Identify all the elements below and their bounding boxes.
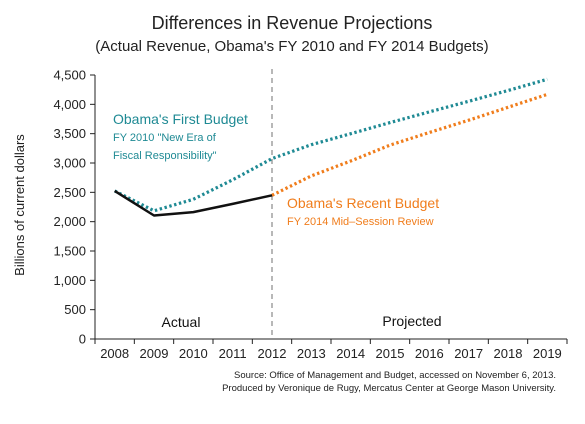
series-annotations: Obama's First Budget FY 2010 "New Era of F… [113,111,439,228]
series-name-label-0: Obama's First Budget [113,111,248,127]
series-line-1 [271,92,548,197]
x-tick-label: 2009 [140,346,169,361]
y-tick-label: 1,000 [53,273,86,288]
y-tick-label: 4,500 [53,68,86,83]
series-line-2 [114,189,273,217]
series-name-label-1: Obama's Recent Budget [287,195,439,211]
chart-title: Differences in Revenue Projections [152,13,433,33]
x-tick-label: 2013 [297,346,326,361]
projected-region-label: Projected [382,313,441,329]
y-tick-label: 3,500 [53,126,86,141]
x-tick-label: 2018 [494,346,523,361]
x-tick-label: 2011 [219,346,247,361]
x-tick-label: 2014 [336,346,365,361]
x-tick-label: 2008 [100,346,129,361]
series-lines [113,77,548,217]
series-line-0 [113,77,548,213]
y-tick-label: 0 [79,332,86,347]
source-line-1: Source: Office of Management and Budget,… [234,370,556,381]
x-tick-labels: 2008 2009 2010 2011 2012 2013 2014 2015 2016 2017… [100,346,562,361]
y-tick-label: 3,000 [53,156,86,171]
actual-region-label: Actual [162,314,201,330]
x-tick-label: 2012 [258,346,287,361]
y-tick-label: 4,000 [53,97,86,112]
series-sublabel-0: FY 2010 "New Era of [113,132,217,144]
x-tick-label: 2010 [179,346,208,361]
chart-subtitle: (Actual Revenue, Obama's FY 2010 and FY … [95,38,488,55]
series-sublabel-0: Fiscal Responsibility" [113,150,217,162]
series-sublabel-1: FY 2014 Mid–Session Review [287,216,434,228]
axes [90,74,568,344]
x-tick-label: 2015 [376,346,405,361]
y-tick-label: 2,000 [53,214,86,229]
y-tick-label: 500 [64,302,86,317]
x-tick-label: 2017 [454,346,483,361]
x-tick-label: 2019 [533,346,562,361]
y-axis-label: Billions of current dollars [12,134,27,276]
source-line-2: Produced by Veronique de Rugy, Mercatus … [222,383,556,394]
y-tick-label: 2,500 [53,185,86,200]
y-tick-labels: 0 500 1,000 1,500 2,000 2,500 3,000 3,500 4,000 4… [53,68,86,347]
x-tick-label: 2016 [415,346,444,361]
y-tick-label: 1,500 [53,244,86,259]
